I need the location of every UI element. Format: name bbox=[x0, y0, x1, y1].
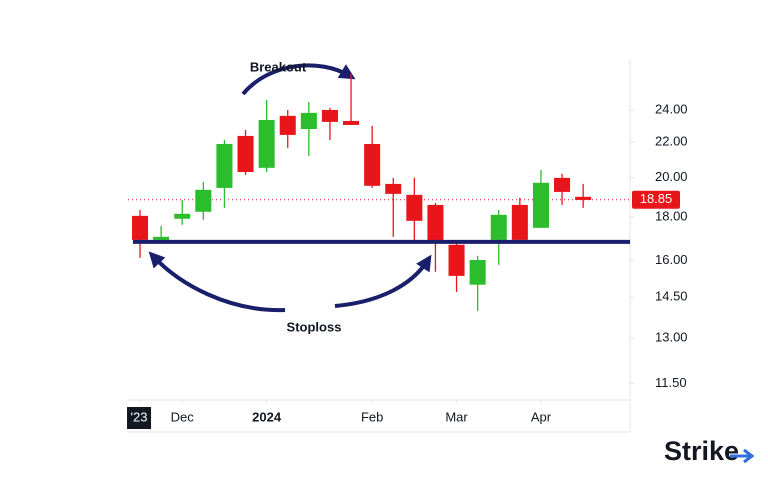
candle-body bbox=[554, 177, 571, 192]
candle-body bbox=[448, 244, 465, 276]
y-tick-label: 22.00 bbox=[655, 134, 688, 149]
x-tick-highlight bbox=[127, 407, 152, 429]
stoploss-label: Stoploss bbox=[287, 319, 342, 334]
candle-body bbox=[321, 109, 338, 122]
candle-body bbox=[575, 196, 592, 200]
breakout-label: Breakout bbox=[250, 59, 307, 74]
y-tick-label: 11.50 bbox=[655, 375, 687, 390]
x-tick-label: Dec bbox=[171, 409, 195, 424]
candle-body bbox=[153, 236, 170, 240]
x-tick-label: '23 bbox=[131, 409, 148, 424]
y-tick-label: 24.00 bbox=[655, 101, 688, 116]
candle-body bbox=[343, 120, 360, 125]
x-tick-label: Apr bbox=[531, 409, 552, 424]
breakout-arrow bbox=[241, 63, 356, 96]
candle-body bbox=[195, 189, 212, 212]
y-tick-label: 18.00 bbox=[655, 208, 688, 223]
logo-arrow bbox=[730, 448, 755, 464]
candle-body bbox=[258, 119, 275, 168]
candle-body bbox=[300, 112, 317, 130]
stoploss-arrow-left bbox=[148, 251, 286, 313]
candle-body bbox=[216, 143, 233, 188]
x-tick-label: Feb bbox=[361, 409, 383, 424]
candle-body bbox=[279, 115, 296, 135]
candle-body bbox=[132, 215, 149, 240]
y-tick-label: 14.50 bbox=[655, 289, 688, 304]
candle-body bbox=[427, 204, 444, 242]
last-price-box bbox=[632, 190, 680, 209]
stoploss-arrow-right bbox=[334, 254, 432, 308]
y-tick-label: 16.00 bbox=[655, 252, 688, 267]
logo: Strike bbox=[664, 436, 739, 466]
last-price-label: 18.85 bbox=[640, 191, 673, 206]
x-tick-label: Mar bbox=[445, 409, 468, 424]
y-tick-label: 13.00 bbox=[655, 329, 688, 344]
candle-body bbox=[406, 194, 423, 221]
x-tick-label: 2024 bbox=[252, 409, 282, 424]
candle-body bbox=[237, 135, 254, 173]
candle-body bbox=[364, 143, 381, 186]
candle-body bbox=[511, 204, 528, 240]
candle-body bbox=[469, 259, 486, 285]
candle-body bbox=[174, 213, 191, 219]
candle-body bbox=[532, 182, 549, 228]
plot: 24.00 22.00 20.00 18.00 16.00 14.50 13.00 11.50… bbox=[127, 73, 688, 429]
candle-body bbox=[385, 183, 402, 194]
candle-body bbox=[490, 214, 507, 240]
y-tick-label: 20.00 bbox=[655, 169, 688, 184]
